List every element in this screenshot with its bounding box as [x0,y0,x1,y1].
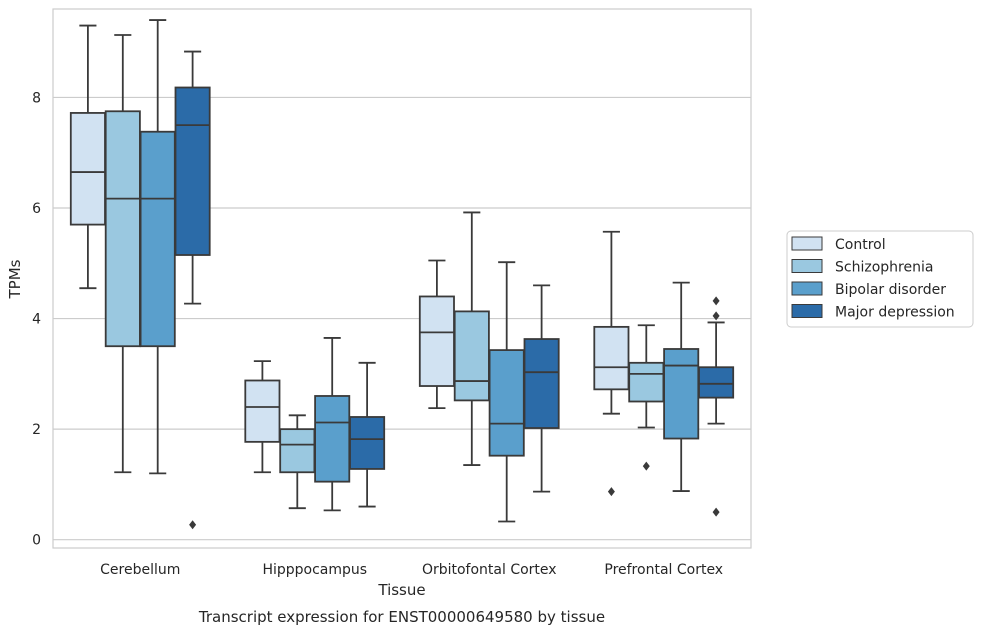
box-0-2 [418,259,455,410]
box-body [174,86,211,256]
x-tick-label: Prefrontal Cortex [604,562,723,578]
box-body [314,395,351,483]
chart-caption: Transcript expression for ENST0000064958… [198,608,605,626]
outlier-point [642,461,650,471]
box-2-1 [314,337,351,512]
legend-swatch [791,281,823,296]
box-2-2 [488,261,525,523]
plot-frame [52,8,752,549]
box-body [663,348,700,440]
box-1-1 [279,414,316,510]
y-tick-labels: 0 2 4 6 8 [32,90,41,548]
box-0-1 [244,360,281,474]
outlier-point [712,507,720,517]
outlier-point [712,296,720,306]
box-3-1 [349,361,386,508]
box-body [453,310,490,402]
y-tick-label: 6 [32,201,41,217]
x-tick-labels: Cerebellum Hipppocampus Orbitofontal Corte… [100,562,723,578]
x-tick-label: Orbitofontal Cortex [422,562,557,578]
x-tick-label: Hipppocampus [262,562,367,578]
box-body [69,112,106,226]
outlier-point [607,487,615,497]
box-body [349,416,386,470]
box-3-2 [523,284,560,493]
legend-swatch [791,236,823,251]
box-body [628,361,665,403]
legend-frame [786,230,974,328]
y-tick-label: 8 [32,90,41,106]
y-tick-label: 2 [32,422,41,438]
box-3-0 [174,50,211,530]
box-3-3 [698,296,735,517]
box-body [279,428,316,474]
legend-label: Major depression [835,305,955,321]
box-1-3 [628,324,665,471]
box-body [488,349,525,457]
box-body [418,295,455,387]
box-body [523,338,560,429]
x-tick-label: Cerebellum [100,562,180,578]
legend-swatch [791,259,823,273]
legend-label: Bipolar disorder [835,282,946,298]
box-body [104,110,141,348]
legend-label: Control [835,237,886,253]
box-body [593,325,630,391]
boxes [69,19,735,530]
box-2-0 [139,19,176,475]
y-tick-label: 0 [32,533,41,549]
y-tick-label: 4 [32,312,41,328]
box-0-3 [593,230,630,497]
legend: Control Schizophrenia Bipolar disorder Majo… [786,230,974,328]
x-axis-label: Tissue [377,581,425,599]
box-1-2 [453,211,490,466]
box-1-0 [104,34,141,474]
outlier-point [189,520,197,530]
box-2-3 [663,281,700,492]
box-0-0 [69,24,106,290]
legend-swatch [791,304,823,318]
box-body [244,379,281,443]
box-body [139,130,176,348]
y-axis-label: TPMs [6,259,24,299]
legend-label: Schizophrenia [835,260,933,276]
box-body [698,366,735,399]
outlier-point [712,311,720,321]
